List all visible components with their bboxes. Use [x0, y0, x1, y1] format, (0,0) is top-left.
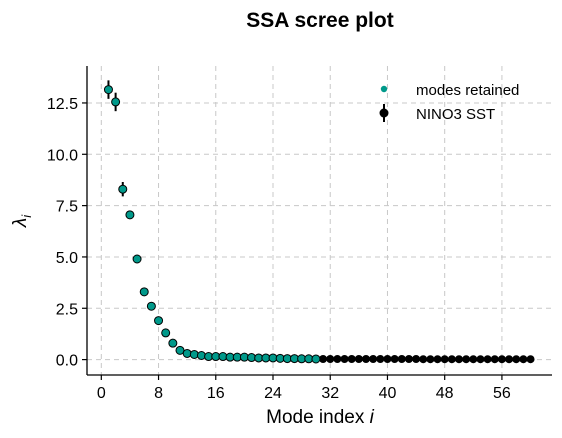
y-tick-label: 0.0: [56, 353, 78, 370]
data-point-retained: [118, 184, 128, 194]
data-point: [333, 354, 342, 363]
data-point-retained: [103, 85, 113, 95]
data-point: [397, 354, 406, 363]
axes: 0 8 16 24 32 40 48 56 0.0 2.5 5.0 7.5 10.0 12.5: [47, 66, 552, 402]
data-point: [505, 355, 514, 364]
y-axis-label: λi: [10, 214, 34, 228]
data-point: [319, 354, 328, 363]
legend-marker-nino3: [379, 108, 389, 118]
y-tick-label: 2.5: [56, 301, 78, 318]
data-point: [455, 355, 463, 364]
data-point: [404, 354, 413, 363]
legend-label-nino3: NINO3 SST: [416, 106, 495, 123]
data-point-retained: [111, 97, 121, 107]
data-point: [347, 354, 356, 363]
chart-title: SSA scree plot: [246, 9, 393, 32]
data-point: [390, 354, 399, 363]
x-tick-label: 40: [379, 385, 397, 402]
data-point: [376, 354, 385, 363]
legend-label-retained: modes retained: [416, 82, 519, 99]
data-point: [469, 355, 478, 364]
data-point: [426, 355, 435, 364]
data-point: [447, 355, 456, 364]
x-tick-label: 56: [493, 385, 511, 402]
data-point: [340, 354, 349, 363]
x-tick-label: 48: [436, 385, 454, 402]
data-point: [369, 354, 378, 363]
x-tick-label: 32: [321, 385, 339, 402]
data-point-retained: [132, 254, 142, 264]
data-point: [490, 355, 499, 364]
data-point-retained: [125, 210, 135, 220]
data-point: [354, 354, 363, 363]
data-point: [383, 354, 392, 363]
grid: [87, 66, 552, 375]
y-tick-label: 5.0: [56, 250, 78, 267]
data-point-retained: [161, 328, 171, 338]
data-point: [419, 355, 428, 364]
data-point: [512, 355, 521, 364]
data-point: [440, 355, 449, 364]
y-tick-label: 12.5: [47, 96, 78, 113]
x-tick-label: 16: [207, 385, 225, 402]
data-point: [433, 355, 442, 364]
data-point: [362, 354, 370, 363]
data-point: [526, 355, 535, 364]
legend-marker-retained: [380, 85, 388, 93]
data-point-retained: [139, 287, 149, 297]
y-tick-label: 10.0: [47, 147, 78, 164]
y-tick-label: 7.5: [56, 199, 78, 216]
data-point: [326, 354, 335, 363]
data-point-retained: [311, 354, 321, 364]
data-point: [462, 355, 471, 364]
data-point: [412, 354, 421, 363]
data-marks: [103, 80, 535, 364]
legend: modes retained NINO3 SST: [379, 82, 519, 123]
data-point: [476, 355, 485, 364]
x-tick-label: 24: [264, 385, 282, 402]
x-tick-label: 8: [154, 385, 163, 402]
data-point: [483, 355, 492, 364]
data-point-retained: [146, 301, 156, 311]
data-point-retained: [168, 338, 178, 348]
x-axis-label: Mode index i: [266, 407, 375, 428]
data-point: [519, 355, 528, 364]
data-point: [497, 355, 506, 364]
data-point-retained: [154, 316, 164, 326]
x-tick-label: 0: [97, 385, 106, 402]
